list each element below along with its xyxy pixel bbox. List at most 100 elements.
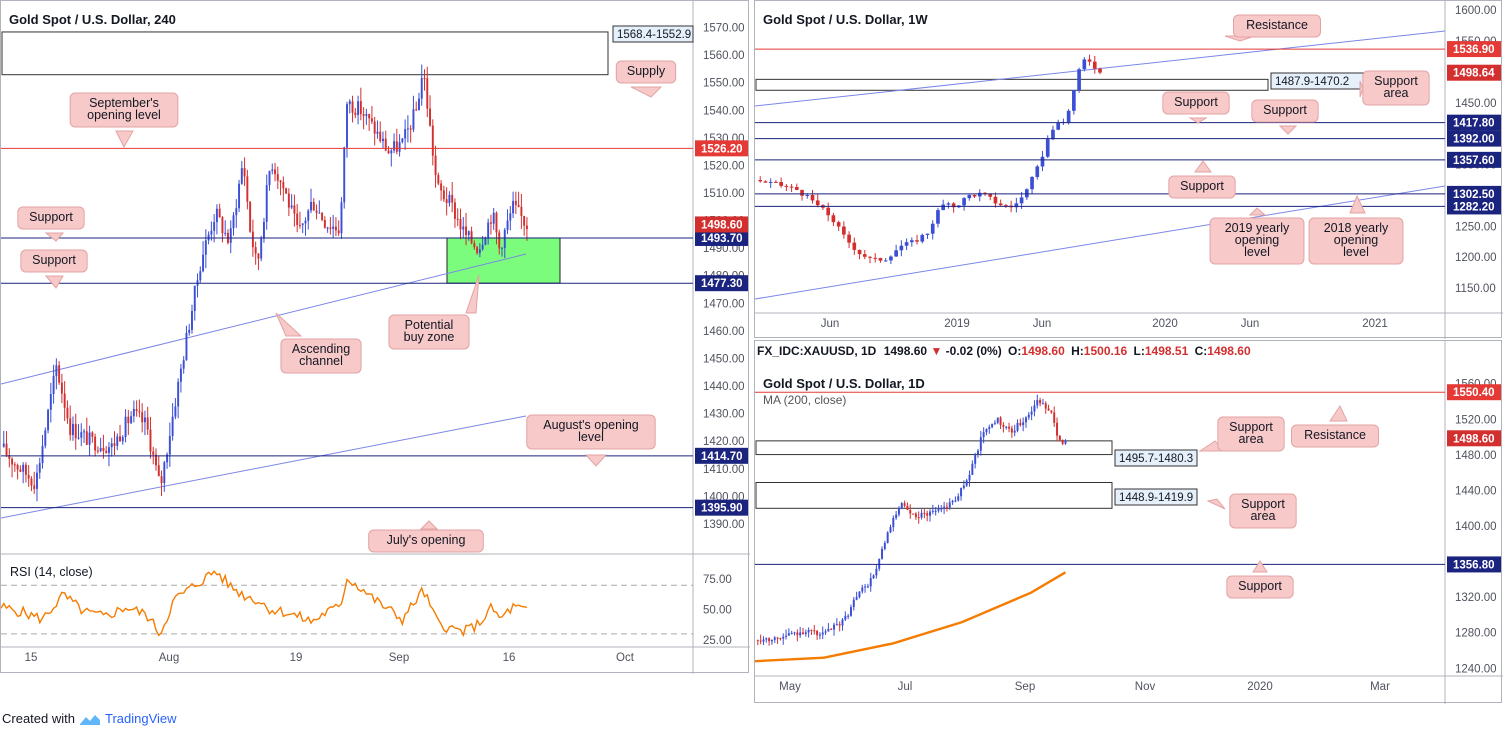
candle-body bbox=[191, 311, 193, 330]
x-tick-label: 15 bbox=[25, 652, 38, 664]
candle-body bbox=[326, 227, 329, 229]
last-price-label: 1498.64 bbox=[1453, 68, 1495, 80]
candle-body bbox=[434, 155, 437, 176]
candle-body bbox=[13, 464, 16, 466]
candle-body bbox=[883, 542, 886, 549]
candle-body bbox=[337, 230, 340, 234]
candle-body bbox=[174, 406, 177, 417]
y-tick-label: 1560.00 bbox=[703, 50, 745, 62]
candle-body bbox=[831, 215, 836, 223]
candle-body bbox=[188, 329, 191, 333]
candle-body bbox=[894, 250, 898, 257]
candle-body bbox=[1019, 422, 1022, 426]
candle-body bbox=[157, 465, 160, 477]
candle-body bbox=[204, 240, 207, 255]
candle-body bbox=[998, 203, 1003, 206]
annotation-text: Support bbox=[1174, 95, 1218, 109]
support-area-box bbox=[755, 78, 1269, 91]
candle-body bbox=[487, 222, 490, 239]
candle-body bbox=[1016, 422, 1019, 431]
candle-body bbox=[948, 502, 951, 508]
candle-body bbox=[246, 176, 249, 202]
candle-body bbox=[66, 407, 69, 419]
y-tick-label: 1520.00 bbox=[1455, 414, 1497, 426]
callout-tail bbox=[419, 520, 439, 530]
candle-body bbox=[453, 202, 456, 219]
candle-body bbox=[514, 200, 517, 205]
candle-body bbox=[235, 208, 238, 216]
candle-body bbox=[977, 192, 982, 197]
candle-body bbox=[1087, 59, 1092, 62]
candle-body bbox=[945, 506, 948, 508]
y-tick-label: 1200.00 bbox=[1455, 252, 1497, 264]
price-level-tag bbox=[1447, 130, 1501, 147]
candle-body bbox=[983, 192, 987, 194]
candle-body bbox=[365, 114, 368, 116]
candle-body bbox=[312, 201, 315, 211]
candle-body bbox=[827, 628, 830, 632]
trend-line-lower bbox=[755, 185, 1446, 300]
candle-body bbox=[920, 512, 923, 518]
candle-body bbox=[121, 437, 124, 442]
close-value: 1498.60 bbox=[1207, 344, 1251, 358]
candle-body bbox=[878, 257, 883, 261]
callout-tail bbox=[1206, 498, 1226, 510]
support-area-label: 1487.9-1470.2 bbox=[1275, 76, 1349, 88]
candle-body bbox=[348, 101, 351, 105]
candle-body bbox=[914, 513, 917, 518]
candle-body bbox=[323, 219, 326, 228]
support-area-label: 1448.9-1419.9 bbox=[1119, 492, 1193, 504]
candle-body bbox=[33, 485, 36, 489]
candle-body bbox=[354, 112, 357, 115]
y-tick-label: 1390.00 bbox=[703, 519, 745, 531]
candle-body bbox=[268, 170, 271, 186]
candle-body bbox=[124, 416, 127, 438]
candle-body bbox=[985, 429, 988, 433]
candle-body bbox=[262, 221, 265, 239]
candle-body bbox=[841, 619, 844, 626]
annotation-text: Support bbox=[1180, 179, 1224, 193]
callout-tail bbox=[115, 130, 134, 149]
candle-body bbox=[238, 183, 241, 209]
y-tick-label: 1320.00 bbox=[1455, 592, 1497, 604]
candle-body bbox=[1061, 440, 1064, 444]
candle-body bbox=[906, 505, 909, 511]
candle-body bbox=[301, 223, 304, 226]
candle-body bbox=[102, 447, 105, 451]
candle-body bbox=[351, 101, 354, 113]
candle-body bbox=[920, 234, 925, 242]
candle-body bbox=[993, 422, 996, 424]
candle-body bbox=[1002, 424, 1005, 427]
candle-body bbox=[988, 427, 991, 430]
annotation-text: buy zone bbox=[404, 330, 455, 344]
candle-body bbox=[830, 628, 833, 630]
candle-body bbox=[1013, 430, 1016, 433]
candle-body bbox=[132, 408, 135, 417]
candle-body bbox=[991, 423, 994, 428]
candle-body bbox=[398, 142, 401, 152]
candle-body bbox=[429, 108, 432, 126]
tradingview-logo-icon bbox=[79, 714, 100, 725]
candle-body bbox=[304, 220, 307, 224]
price-level-label: 1282.20 bbox=[1453, 201, 1495, 213]
candle-body bbox=[1019, 197, 1024, 204]
candle-body bbox=[805, 195, 810, 197]
candle-body bbox=[393, 141, 396, 151]
candle-body bbox=[451, 194, 454, 203]
candle-body bbox=[941, 204, 946, 211]
price-level-label: 1357.60 bbox=[1453, 155, 1495, 167]
price-level-label: 1493.70 bbox=[701, 233, 743, 245]
x-tick-label: Sep bbox=[389, 652, 409, 664]
candle-body bbox=[58, 365, 61, 383]
candle-body bbox=[426, 78, 429, 109]
rsi-title: RSI (14, close) bbox=[10, 565, 93, 579]
tradingview-brand[interactable]: TradingView bbox=[104, 711, 177, 726]
candle-body bbox=[1050, 410, 1053, 413]
candle-body bbox=[1044, 403, 1047, 409]
annotation-bubble bbox=[69, 92, 179, 128]
candle-body bbox=[503, 229, 506, 248]
candle-body bbox=[36, 472, 38, 489]
candle-body bbox=[83, 431, 86, 433]
candle-body bbox=[520, 206, 523, 216]
candle-body bbox=[171, 416, 174, 436]
